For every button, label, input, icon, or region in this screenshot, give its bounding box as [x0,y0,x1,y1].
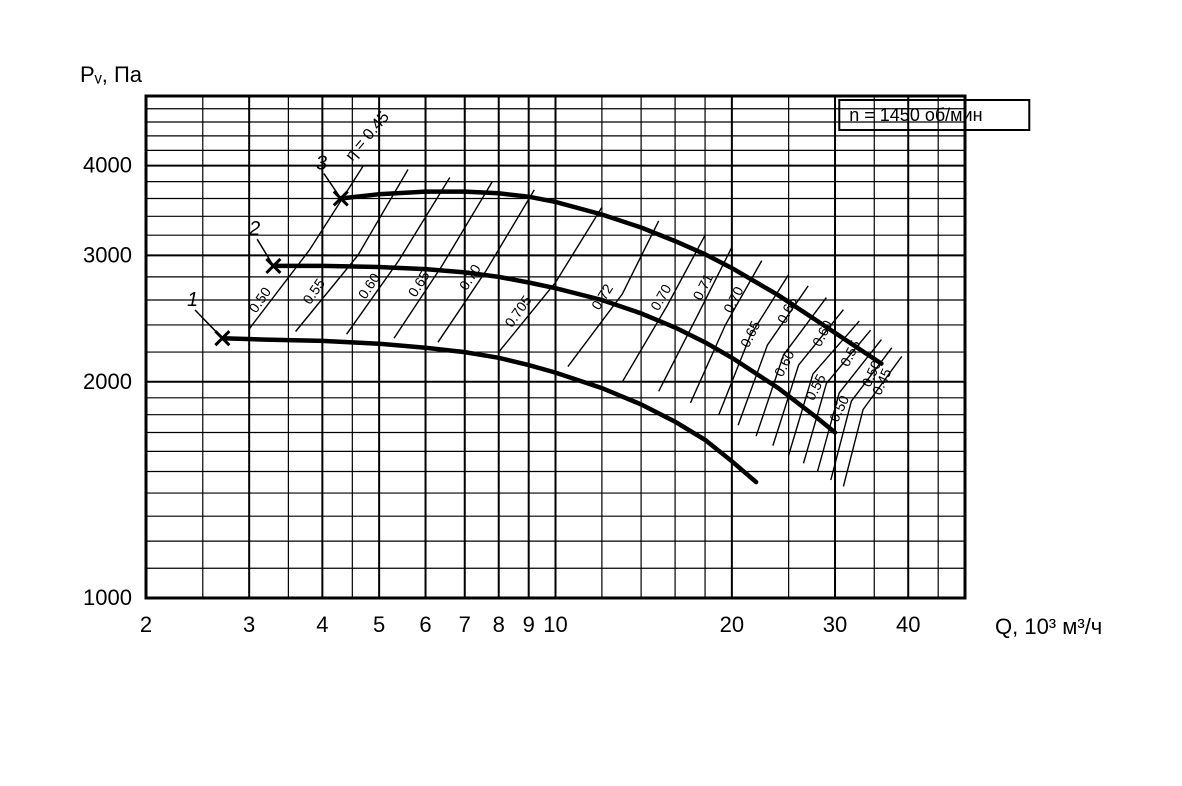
curve-id-label: 3 [316,153,327,175]
curve-id-label: 1 [187,289,198,311]
corner-note-text: n = 1450 об/мин [849,105,982,125]
x-axis-label: Q, 10³ м³/ч [995,614,1102,639]
x-tick-label: 3 [243,612,255,637]
x-tick-label: 7 [459,612,471,637]
x-tick-label: 6 [419,612,431,637]
x-tick-label: 40 [896,612,920,637]
x-tick-label: 10 [543,612,567,637]
chart-bg [0,0,1182,786]
y-tick-label: 3000 [83,242,132,267]
x-tick-label: 5 [373,612,385,637]
curve-id-label: 2 [248,218,260,240]
x-tick-label: 30 [823,612,847,637]
x-tick-label: 20 [720,612,744,637]
chart-container: 0.500.550.600.650.700.7050.720.700.710.7… [0,0,1182,786]
chart-svg: 0.500.550.600.650.700.7050.720.700.710.7… [0,0,1182,786]
x-tick-label: 2 [140,612,152,637]
x-tick-label: 9 [523,612,535,637]
x-tick-label: 4 [316,612,328,637]
x-tick-label: 8 [493,612,505,637]
y-tick-label: 1000 [83,585,132,610]
y-tick-label: 2000 [83,369,132,394]
y-tick-label: 4000 [83,153,132,178]
y-axis-label: Pᵥ, Па [80,62,143,87]
